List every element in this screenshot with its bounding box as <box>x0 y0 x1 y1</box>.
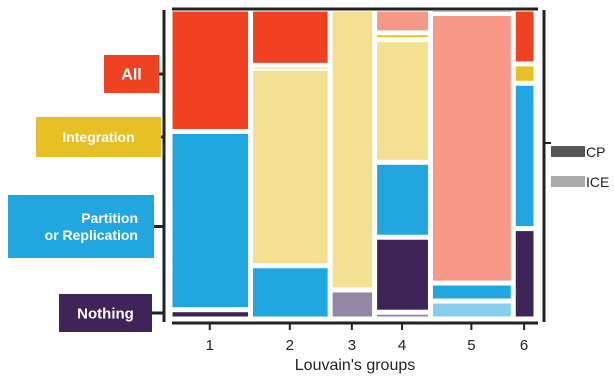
mosaic-tile-group-2-3 <box>253 268 328 317</box>
category-label-box-2 <box>8 195 154 258</box>
mosaic-tile-group-5-2 <box>432 285 511 299</box>
category-label-text-2-1: or Replication <box>45 227 138 243</box>
x-tick-labels: 1 2 3 4 5 6 <box>206 324 528 354</box>
legend-swatch-ice <box>551 176 585 187</box>
mosaic-tile-group-3-1 <box>332 292 373 317</box>
mosaic-tile-group-2-1 <box>253 67 328 69</box>
x-tick-label-6: 6 <box>520 337 528 354</box>
x-tick-label-1: 1 <box>206 337 214 354</box>
category-label-box-1 <box>36 117 161 157</box>
category-label-box-3 <box>59 294 152 332</box>
mosaic-tile-group-4-0 <box>377 11 428 31</box>
x-tick-label-5: 5 <box>467 337 475 354</box>
category-label-text-2-0: Partition <box>81 210 138 226</box>
legend: CP ICE <box>551 144 609 190</box>
x-tick-label-3: 3 <box>348 337 356 354</box>
mosaic-tile-group-6-1 <box>515 66 534 81</box>
mosaic-tile-group-3-0 <box>332 11 373 288</box>
mosaic-tile-group-4-5 <box>377 314 428 317</box>
mosaic-tile-group-1-2 <box>172 312 249 317</box>
category-label-text-3-0: Nothing <box>77 305 134 322</box>
mosaic-tile-group-5-3 <box>432 303 511 317</box>
mosaic-tile-group-4-3 <box>377 164 428 235</box>
mosaic-tile-group-1-1 <box>172 133 249 308</box>
category-label-text-1-0: Integration <box>62 129 134 145</box>
category-label-box-0 <box>104 55 159 93</box>
mosaic-tile-group-2-2 <box>253 70 328 264</box>
mosaic-tile-group-6-3 <box>515 231 534 317</box>
mosaic-tile-group-4-2 <box>377 42 428 160</box>
x-axis-title: Louvain's groups <box>295 357 415 374</box>
y-axis-ticks <box>152 72 551 315</box>
legend-swatch-cp <box>551 146 585 157</box>
mosaic-tile-group-1-0 <box>172 11 249 129</box>
category-label-text-0-0: All <box>121 67 141 84</box>
mosaic-tile-group-6-0 <box>515 11 534 62</box>
x-tick-label-2: 2 <box>286 337 294 354</box>
mosaic-tile-group-4-1 <box>377 35 428 38</box>
tiles-layer <box>172 11 534 317</box>
mosaic-tile-group-6-2 <box>515 85 534 227</box>
legend-label-cp: CP <box>586 144 605 160</box>
mosaic-tile-group-2-0 <box>253 11 328 63</box>
x-tick-label-4: 4 <box>398 337 406 354</box>
mosaic-tile-group-4-4 <box>377 239 428 310</box>
mosaic-tile-group-5-1 <box>432 15 511 281</box>
legend-label-ice: ICE <box>586 174 609 190</box>
mosaic-tile-group-5-0 <box>432 11 511 12</box>
